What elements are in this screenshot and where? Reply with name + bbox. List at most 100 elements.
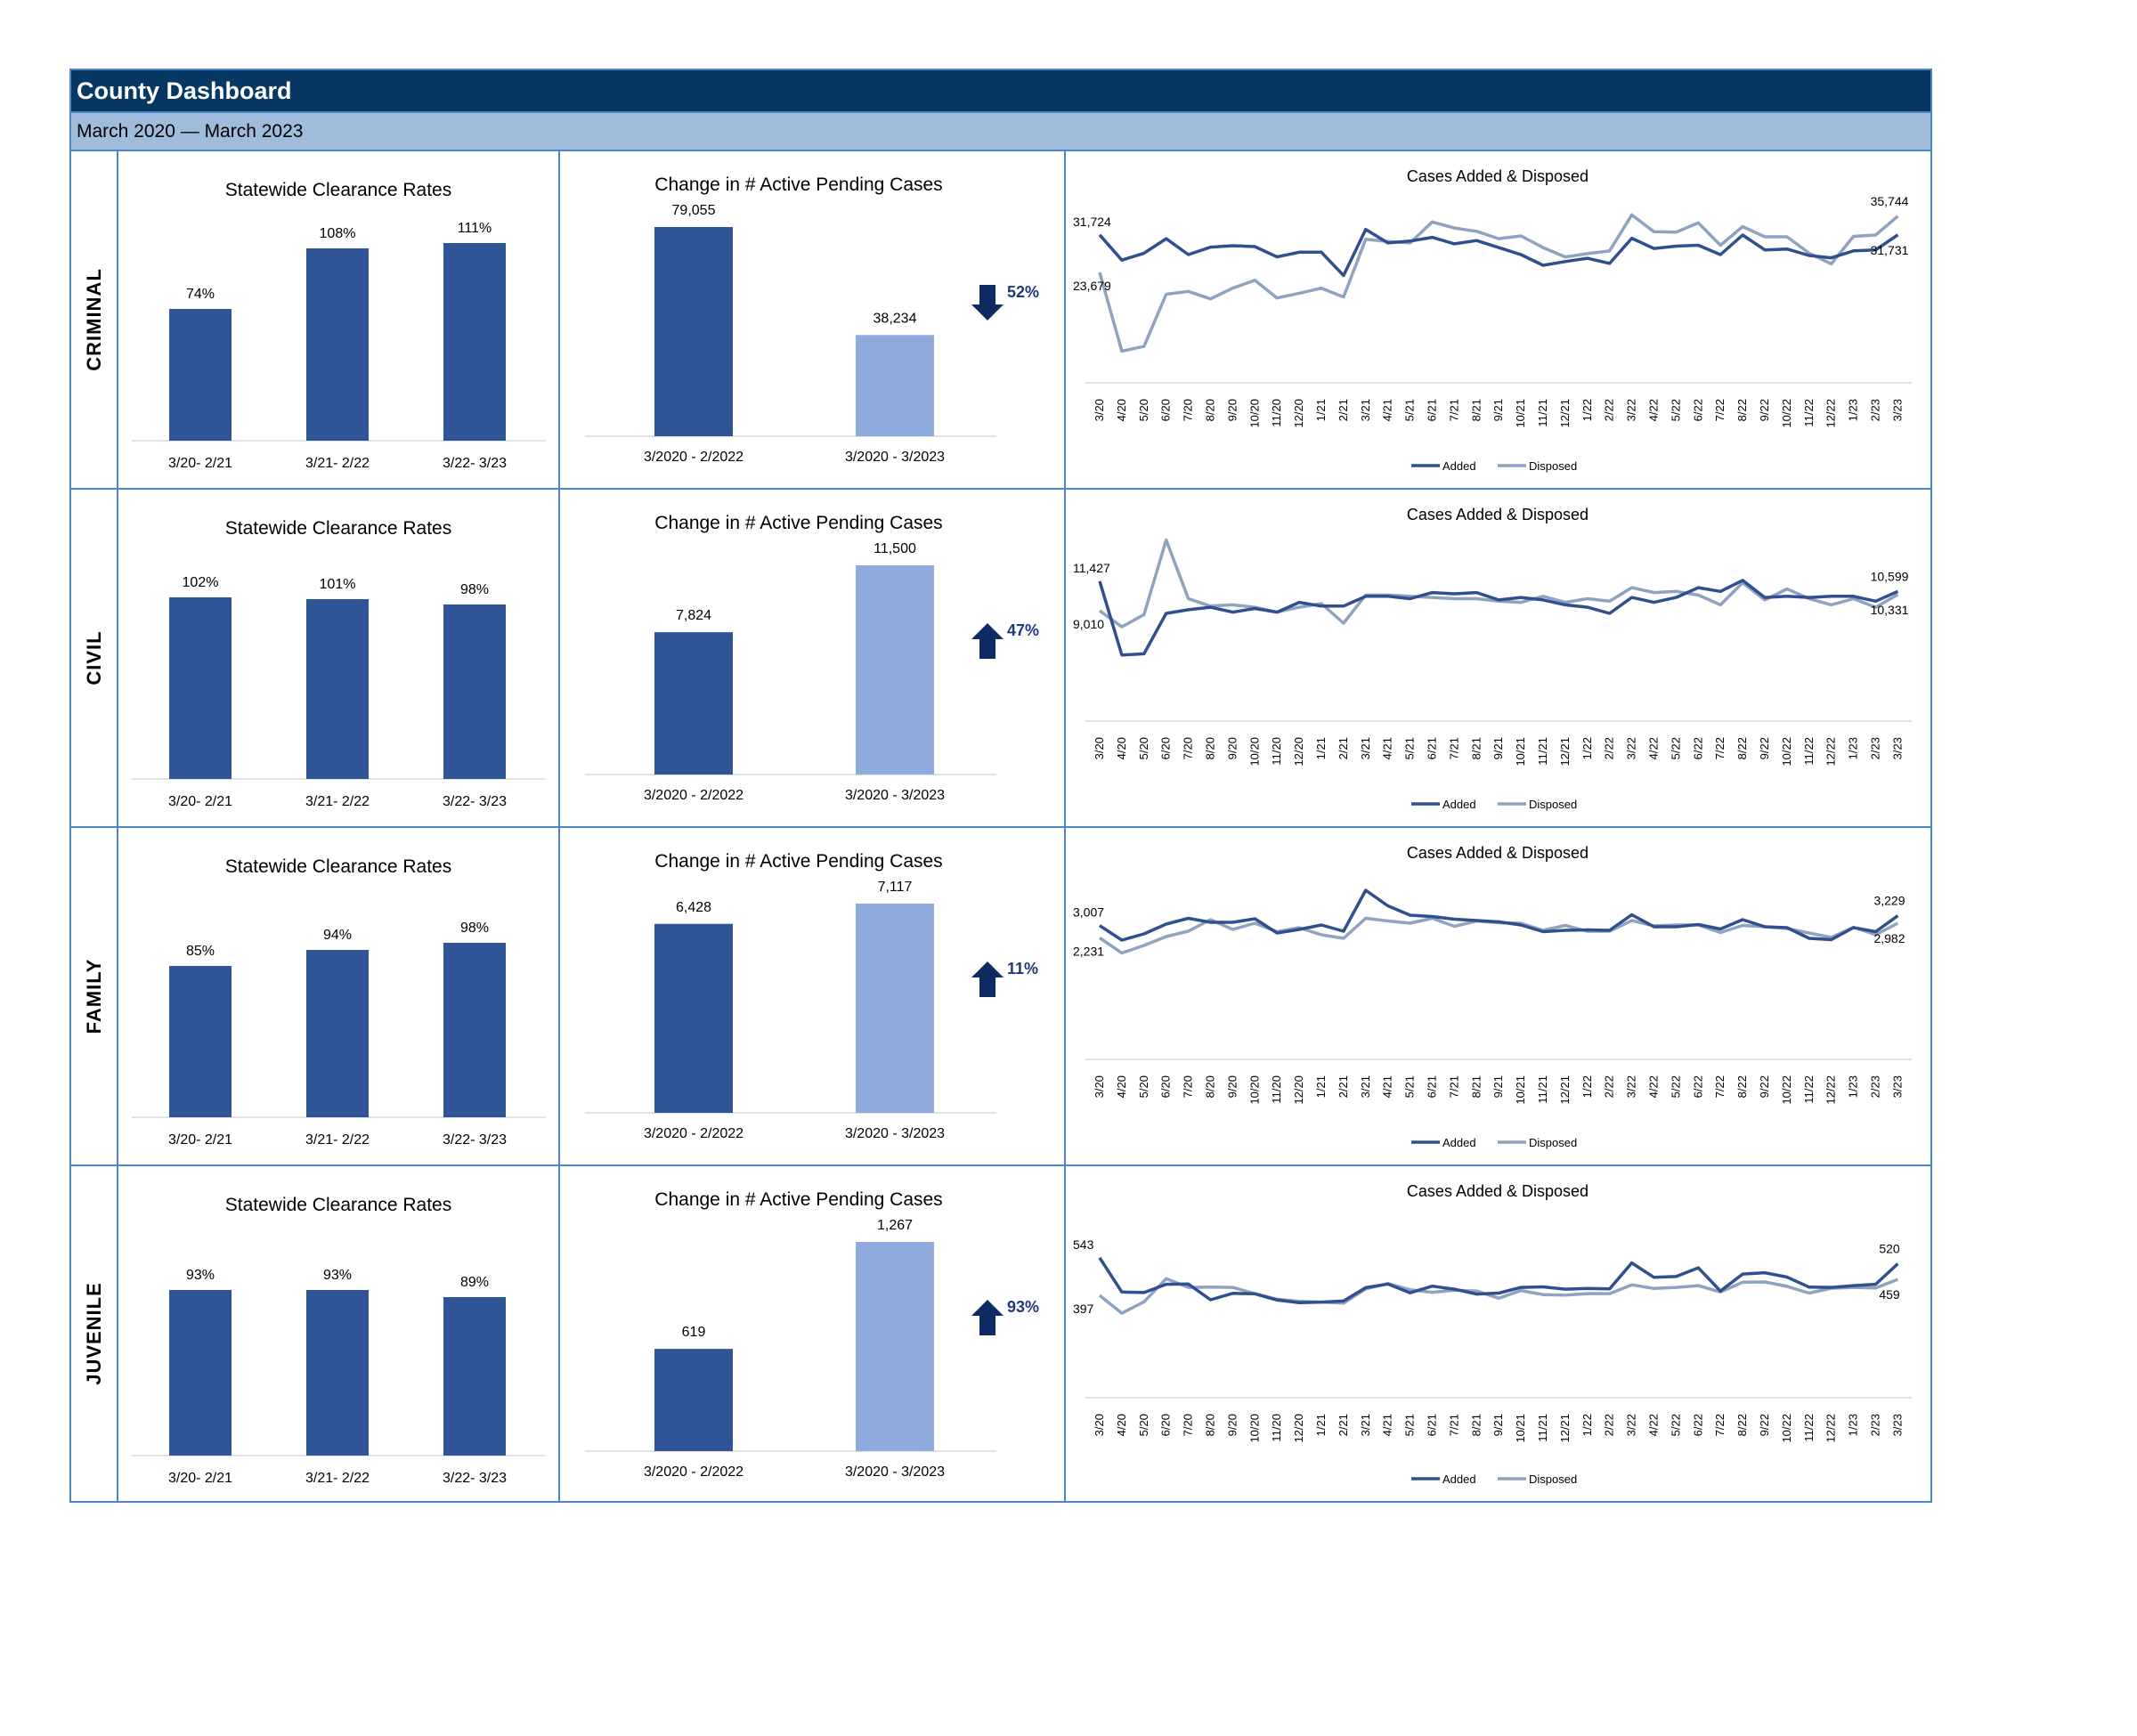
trend-tick-label: 4/22: [1647, 737, 1661, 759]
pending-bar-label: 6,428: [676, 900, 711, 915]
pending-category: 3/2020 - 3/2023: [845, 788, 945, 803]
trend-end-label: 520: [1879, 1241, 1900, 1255]
pending-bar: [654, 632, 733, 775]
clearance-bar: [169, 309, 232, 441]
section-label-cell: CRIMINAL: [71, 151, 118, 488]
section-row-criminal: CRIMINAL Statewide Clearance Rates 74% 3/20…: [69, 151, 1932, 490]
trend-tick-label: 7/20: [1182, 1075, 1195, 1098]
trend-chart: Cases Added & Disposed 3/20 4/20 5/20 6/20 7/…: [1066, 828, 1930, 1164]
clearance-chart: Statewide Clearance Rates 102% 3/20- 2/21 1…: [118, 490, 560, 826]
clearance-title: Statewide Clearance Rates: [225, 856, 451, 877]
trend-end-label: 459: [1879, 1287, 1900, 1302]
pending-category: 3/2020 - 2/2022: [644, 1126, 743, 1141]
trend-tick-label: 8/21: [1469, 737, 1483, 759]
trend-tick-label: 10/21: [1514, 737, 1527, 767]
trend-tick-label: 9/22: [1758, 399, 1771, 421]
trend-tick-label: 4/20: [1115, 1414, 1128, 1436]
trend-tick-label: 4/21: [1381, 399, 1394, 421]
clearance-category: 3/22- 3/23: [443, 1132, 507, 1148]
trend-tick-label: 7/22: [1713, 1414, 1727, 1436]
pending-title: Change in # Active Pending Cases: [654, 513, 942, 533]
clearance-category: 3/20- 2/21: [168, 794, 232, 809]
trend-tick-label: 8/20: [1204, 399, 1217, 421]
trend-tick-label: 6/22: [1691, 1414, 1704, 1436]
pending-bar-label: 7,117: [878, 880, 913, 895]
trend-tick-label: 11/22: [1802, 1414, 1816, 1442]
legend-label-disposed: Disposed: [1529, 1472, 1577, 1486]
trend-tick-label: 10/20: [1247, 1414, 1261, 1443]
clearance-bar: [443, 243, 506, 441]
trend-tick-label: 3/22: [1625, 1414, 1638, 1436]
trend-tick-label: 3/22: [1625, 399, 1638, 421]
clearance-bar-label: 108%: [320, 226, 356, 241]
trend-tick-label: 6/20: [1159, 737, 1173, 759]
trend-tick-label: 2/22: [1603, 1075, 1616, 1098]
trend-tick-label: 1/23: [1847, 1414, 1860, 1436]
trend-tick-label: 1/21: [1314, 1075, 1328, 1098]
trend-tick-label: 7/20: [1182, 1414, 1195, 1436]
pending-chart: Change in # Active Pending Cases 6,428 3/2…: [560, 828, 1066, 1164]
trend-tick-label: 5/21: [1403, 737, 1417, 759]
series-line-added: [1098, 227, 1899, 278]
trend-end-label: 31,731: [1871, 243, 1909, 257]
trend-tick-label: 12/21: [1558, 1414, 1572, 1443]
legend-label-added: Added: [1442, 1472, 1476, 1486]
trend-chart-svg: Cases Added & Disposed 3/20 4/20 5/20 6/20 7/…: [1073, 167, 1912, 473]
trend-tick-label: 8/20: [1204, 737, 1217, 759]
clearance-bar: [443, 604, 506, 779]
trend-tick-label: 6/20: [1159, 1075, 1173, 1098]
trend-tick-label: 12/20: [1292, 737, 1305, 767]
clearance-category: 3/22- 3/23: [443, 1471, 507, 1486]
arrow-shape: [971, 1300, 1003, 1335]
trend-tick-label: 6/22: [1691, 1075, 1704, 1098]
arrow-up-icon: [971, 1300, 1003, 1335]
trend-start-label: 9,010: [1073, 617, 1104, 631]
trend-tick-label: 5/20: [1137, 399, 1150, 421]
trend-tick-label: 8/21: [1469, 399, 1483, 421]
clearance-bar-label: 85%: [186, 944, 215, 959]
trend-tick-label: 11/21: [1536, 737, 1549, 766]
trend-tick-label: 8/22: [1735, 1414, 1749, 1436]
trend-tick-label: 4/22: [1647, 399, 1661, 421]
arrow-shape: [971, 961, 1003, 997]
trend-tick-label: 7/21: [1447, 737, 1460, 759]
trend-end-label: 10,331: [1871, 603, 1909, 617]
trend-tick-label: 12/22: [1824, 1414, 1838, 1443]
trend-start-label: 2,231: [1073, 944, 1104, 958]
trend-tick-label: 5/21: [1403, 1075, 1417, 1098]
section-row-civil: CIVIL Statewide Clearance Rates 102% 3/20- …: [69, 490, 1932, 828]
section-label-cell: JUVENILE: [71, 1166, 118, 1501]
pending-chart-svg: Change in # Active Pending Cases 79,055 3/…: [585, 174, 1039, 465]
trend-tick-label: 5/22: [1669, 737, 1682, 759]
series-line-disposed: [1098, 213, 1899, 353]
trend-legend: Added Disposed: [1411, 798, 1577, 811]
clearance-bar: [306, 1290, 369, 1456]
trend-tick-label: 6/20: [1159, 399, 1173, 421]
trend-tick-label: 3/21: [1359, 737, 1372, 759]
pending-bar: [654, 227, 733, 436]
pending-bar-label: 1,267: [877, 1218, 913, 1233]
clearance-bar-label: 74%: [186, 287, 215, 302]
clearance-bar-label: 101%: [320, 577, 356, 592]
trend-tick-label: 11/21: [1536, 1075, 1549, 1104]
trend-tick-label: 7/22: [1713, 737, 1727, 759]
trend-tick-label: 9/20: [1225, 1075, 1239, 1098]
trend-tick-label: 9/22: [1758, 1075, 1771, 1098]
trend-tick-label: 10/22: [1780, 737, 1793, 767]
trend-tick-label: 2/23: [1869, 1075, 1882, 1098]
trend-tick-label: 8/22: [1735, 1075, 1749, 1098]
trend-end-label: 3,229: [1873, 894, 1905, 908]
trend-tick-label: 8/22: [1735, 737, 1749, 759]
clearance-chart-svg: Statewide Clearance Rates 93% 3/20- 2/21 93…: [132, 1195, 546, 1486]
pending-chart-svg: Change in # Active Pending Cases 619 3/202…: [585, 1189, 1039, 1480]
clearance-category: 3/20- 2/21: [168, 456, 232, 471]
clearance-title: Statewide Clearance Rates: [225, 518, 451, 539]
clearance-bar-label: 111%: [458, 221, 492, 236]
clearance-chart: Statewide Clearance Rates 93% 3/20- 2/21 93…: [118, 1166, 560, 1501]
trend-tick-label: 4/20: [1115, 1075, 1128, 1098]
trend-tick-label: 1/21: [1314, 399, 1328, 421]
trend-tick-label: 8/21: [1469, 1075, 1483, 1098]
clearance-bar-label: 93%: [323, 1268, 352, 1283]
trend-tick-label: 2/23: [1869, 1414, 1882, 1436]
trend-tick-label: 4/22: [1647, 1075, 1661, 1098]
